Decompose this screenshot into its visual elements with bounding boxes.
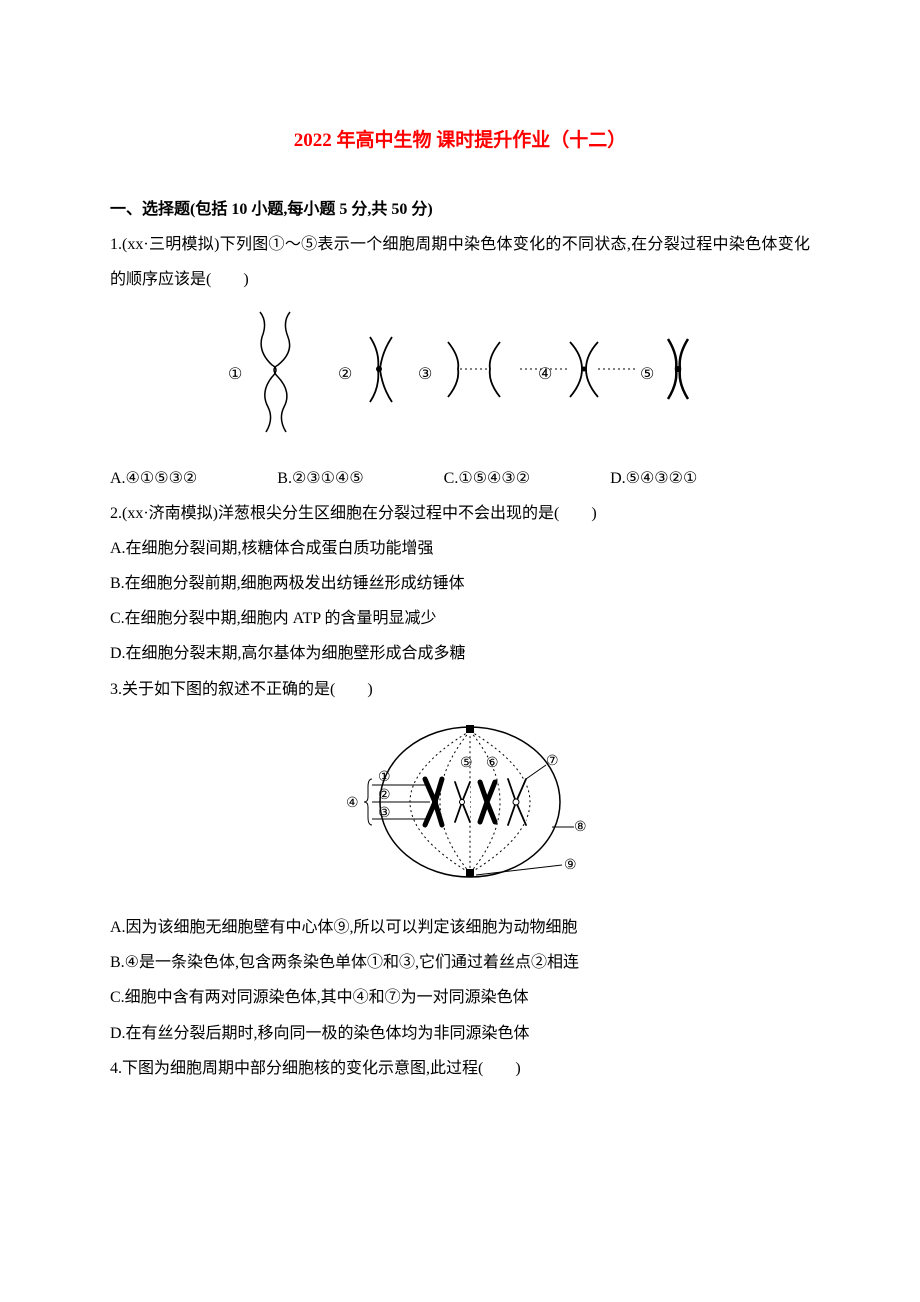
- fig1-label-3: ③: [418, 366, 432, 383]
- fig3-label-6: ⑥: [486, 756, 499, 771]
- fig3-label-7: ⑦: [546, 754, 559, 769]
- fig3-label-1: ①: [378, 770, 391, 785]
- q3-option-c: C.细胞中含有两对同源染色体,其中④和⑦为一对同源染色体: [110, 980, 810, 1015]
- fig3-label-9: ⑨: [564, 858, 577, 873]
- q1-option-a: A.④①⑤③②: [110, 461, 197, 496]
- question-1-options: A.④①⑤③② B.②③①④⑤ C.①⑤④③② D.⑤④③②①: [110, 461, 810, 496]
- q1-option-d: D.⑤④③②①: [610, 461, 697, 496]
- fig1-label-5: ⑤: [640, 366, 654, 383]
- page-title: 2022 年高中生物 课时提升作业（十二）: [110, 120, 810, 162]
- fig3-label-4: ④: [346, 796, 359, 811]
- fig1-label-1: ①: [228, 366, 242, 383]
- q2-option-b: B.在细胞分裂前期,细胞两极发出纺锤丝形成纺锤体: [110, 566, 810, 601]
- fig1-label-2: ②: [338, 366, 352, 383]
- fig3-label-2: ②: [378, 788, 391, 803]
- question-3-figure: ① ② ③ ④ ⑤ ⑥ ⑦ ⑧ ⑨: [110, 717, 810, 900]
- q3-option-d: D.在有丝分裂后期时,移向同一极的染色体均为非同源染色体: [110, 1016, 810, 1051]
- question-4-text: 4.下图为细胞周期中部分细胞核的变化示意图,此过程( ): [110, 1051, 810, 1086]
- section-heading: 一、选择题(包括 10 小题,每小题 5 分,共 50 分): [110, 192, 810, 227]
- fig3-label-8: ⑧: [574, 820, 587, 835]
- question-1-figure: ① ② ③ ④ ⑤: [110, 307, 810, 450]
- q2-option-d: D.在细胞分裂末期,高尔基体为细胞壁形成合成多糖: [110, 636, 810, 671]
- q2-option-a: A.在细胞分裂间期,核糖体合成蛋白质功能增强: [110, 531, 810, 566]
- q1-option-c: C.①⑤④③②: [444, 461, 530, 496]
- q3-option-b: B.④是一条染色体,包含两条染色单体①和③,它们通过着丝点②相连: [110, 945, 810, 980]
- q1-option-b: B.②③①④⑤: [277, 461, 363, 496]
- question-3-text: 3.关于如下图的叙述不正确的是( ): [110, 672, 810, 707]
- fig3-label-5: ⑤: [460, 756, 473, 771]
- question-1-text: 1.(xx·三明模拟)下列图①～⑤表示一个细胞周期中染色体变化的不同状态,在分裂…: [110, 227, 810, 297]
- fig3-label-3: ③: [378, 806, 391, 821]
- q2-option-c: C.在细胞分裂中期,细胞内 ATP 的含量明显减少: [110, 601, 810, 636]
- question-2-text: 2.(xx·济南模拟)洋葱根尖分生区细胞在分裂过程中不会出现的是( ): [110, 496, 810, 531]
- q3-option-a: A.因为该细胞无细胞壁有中心体⑨,所以可以判定该细胞为动物细胞: [110, 910, 810, 945]
